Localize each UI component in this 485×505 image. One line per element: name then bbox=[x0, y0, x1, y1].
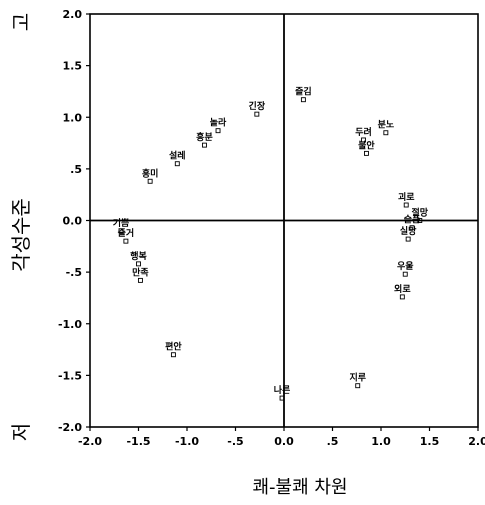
point-label: 슬픔 bbox=[404, 214, 421, 226]
point-label: 만족 bbox=[132, 266, 149, 278]
point-marker bbox=[405, 236, 411, 242]
y-tick-label: -.5 bbox=[66, 266, 82, 279]
data-point: 불안 bbox=[358, 139, 375, 156]
data-point: 우울 bbox=[397, 260, 414, 277]
point-label: 흥분 bbox=[196, 131, 213, 143]
point-marker bbox=[215, 128, 221, 134]
data-point: 외로 bbox=[394, 283, 411, 300]
point-marker bbox=[399, 294, 405, 300]
y-tick-label: -1.5 bbox=[58, 369, 82, 382]
point-marker bbox=[364, 150, 369, 156]
point-label: 흥미 bbox=[142, 167, 159, 179]
data-point: 슬픔 bbox=[404, 214, 421, 231]
data-point: 즐김 bbox=[295, 86, 312, 103]
point-label: 설레 bbox=[169, 150, 186, 162]
x-tick-label: -1.5 bbox=[126, 435, 150, 448]
x-tick-label: .5 bbox=[327, 435, 339, 448]
x-axis-title: 쾌-불쾌 차원 bbox=[252, 477, 347, 498]
y-tick-label: 1.5 bbox=[63, 60, 83, 73]
data-point: 괴로 bbox=[398, 191, 415, 208]
x-tick-label: 1.5 bbox=[420, 435, 440, 448]
x-tick-label: -1.0 bbox=[175, 435, 199, 448]
point-marker bbox=[383, 130, 389, 136]
point-marker bbox=[300, 97, 306, 103]
data-point: 기쁨 bbox=[113, 217, 130, 234]
data-point: 절망 bbox=[412, 207, 429, 223]
x-tick-label: -2.0 bbox=[78, 435, 102, 448]
point-marker bbox=[147, 178, 153, 184]
y-axis-high-label: 고 bbox=[9, 13, 33, 31]
point-label: 기쁨 bbox=[113, 217, 130, 229]
data-point: 설레 bbox=[169, 150, 186, 167]
point-label: 긴장 bbox=[249, 100, 266, 112]
point-label: 괴로 bbox=[398, 191, 415, 203]
point-label: 분노 bbox=[378, 120, 395, 131]
data-point: 놀라 bbox=[210, 117, 227, 134]
point-marker bbox=[355, 383, 361, 389]
plot-area bbox=[89, 13, 479, 428]
x-tick-label: 2.0 bbox=[468, 435, 485, 448]
point-label: 지루 bbox=[349, 372, 366, 384]
point-marker bbox=[409, 225, 415, 231]
point-marker bbox=[279, 395, 285, 401]
data-point: 즐거 bbox=[118, 227, 135, 244]
point-marker bbox=[123, 238, 129, 244]
y-tick-label: .5 bbox=[70, 163, 82, 176]
x-tick-label: 1.0 bbox=[371, 435, 391, 448]
point-label: 외로 bbox=[394, 283, 411, 295]
point-marker bbox=[136, 261, 141, 267]
point-marker bbox=[403, 202, 409, 208]
point-marker bbox=[402, 271, 408, 277]
point-marker bbox=[118, 228, 124, 234]
point-label: 놀라 bbox=[210, 117, 227, 129]
point-label: 행복 bbox=[130, 250, 147, 262]
point-marker bbox=[170, 352, 176, 358]
point-marker bbox=[202, 142, 207, 148]
point-marker bbox=[137, 277, 143, 283]
y-tick-label: 1.0 bbox=[63, 111, 83, 124]
point-marker bbox=[361, 137, 366, 143]
point-label: 즐김 bbox=[295, 86, 312, 98]
point-marker bbox=[417, 218, 423, 223]
data-point: 편안 bbox=[165, 341, 182, 358]
point-label: 우울 bbox=[397, 260, 414, 272]
data-point: 긴장 bbox=[249, 100, 266, 117]
y-tick-label: 2.0 bbox=[63, 8, 83, 21]
point-marker bbox=[174, 161, 180, 167]
y-axis-low-label: 저 bbox=[9, 423, 33, 441]
tick-labels: -2.0 -1.5 -1.0 -.5 0.0 .5 1.0 1.5 2.0 2.0 1.5 1.0 .5… bbox=[58, 8, 485, 448]
point-marker bbox=[254, 111, 260, 117]
y-tick-label: 0.0 bbox=[63, 215, 83, 228]
data-point: 지루 bbox=[349, 372, 366, 389]
point-label: 즐거 bbox=[118, 227, 135, 239]
data-point: 분노 bbox=[378, 120, 395, 136]
y-tick-label: -1.0 bbox=[58, 318, 82, 331]
point-label: 나른 bbox=[274, 384, 291, 396]
point-label: 실망 bbox=[400, 225, 417, 237]
y-axis-title: 각성수준 bbox=[9, 198, 33, 272]
point-label: 두려 bbox=[355, 126, 372, 138]
data-point: 행복 bbox=[130, 250, 147, 267]
point-label: 편안 bbox=[165, 341, 182, 353]
point-label: 불안 bbox=[358, 139, 375, 151]
y-tick-label: -2.0 bbox=[58, 421, 82, 434]
data-point: 흥분 bbox=[196, 131, 213, 148]
x-tick-label: -.5 bbox=[227, 435, 243, 448]
point-label: 절망 bbox=[412, 207, 429, 219]
x-tick-label: 0.0 bbox=[274, 435, 294, 448]
data-point: 나른 bbox=[274, 384, 291, 401]
data-point: 흥미 bbox=[142, 167, 159, 184]
data-point: 두려 bbox=[355, 126, 372, 143]
data-point: 만족 bbox=[132, 266, 149, 283]
data-point: 실망 bbox=[400, 225, 417, 242]
